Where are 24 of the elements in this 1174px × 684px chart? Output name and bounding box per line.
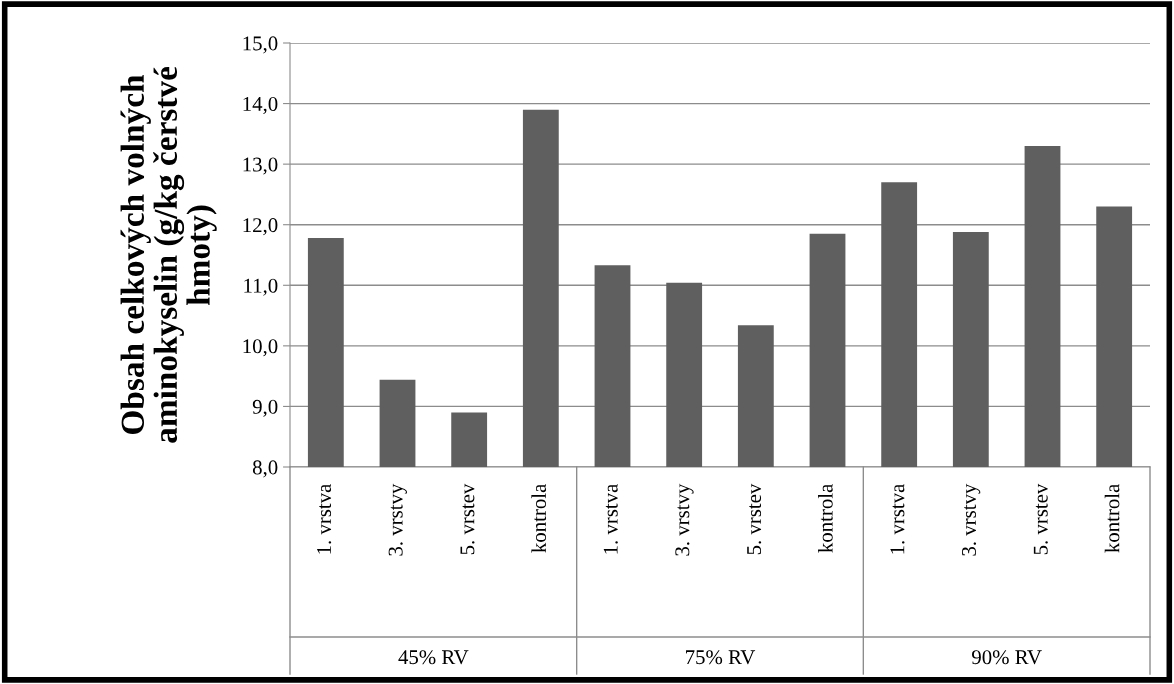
- x-tick-label: 5. vrstev: [1033, 483, 1048, 555]
- x-tick-label: 3. vrstvy: [961, 483, 981, 556]
- y-tick-label: 13,0: [243, 157, 278, 175]
- y-tick-label: 12,0: [243, 218, 278, 236]
- x-tick-label: 1. vrstva: [317, 483, 332, 554]
- y-tick-label: 9,0: [252, 399, 278, 417]
- x-tick-label: 5. vrstev: [747, 483, 762, 555]
- y-tick-label: 14,0: [243, 96, 278, 114]
- y-tick-label: 11,0: [244, 278, 278, 296]
- x-tick-label: kontrola: [531, 483, 547, 553]
- y-tick-label: 10,0: [243, 339, 278, 357]
- x-tick-label: 1. vrstva: [890, 483, 905, 554]
- x-tick-label: 3. vrstvy: [388, 483, 407, 556]
- x-tick-label: 3. vrstvy: [675, 483, 694, 556]
- text: 45% RV: [398, 650, 469, 665]
- text: 75% RV: [686, 650, 756, 665]
- x-tick-label: 1. vrstva: [603, 483, 618, 554]
- y-axis-title: Obsah celkových volných aminokyselin (g/kg čerstvé hmoty): [120, 66, 217, 443]
- text: 90% RV: [972, 650, 1042, 665]
- y-tick-label: 15,0: [243, 36, 278, 54]
- x-tick-label: kontrola: [818, 483, 833, 553]
- x-tick-label: kontrola: [1104, 483, 1120, 553]
- y-tick-label: 8,0: [252, 460, 278, 478]
- x-tick-label: 5. vrstev: [460, 483, 475, 555]
